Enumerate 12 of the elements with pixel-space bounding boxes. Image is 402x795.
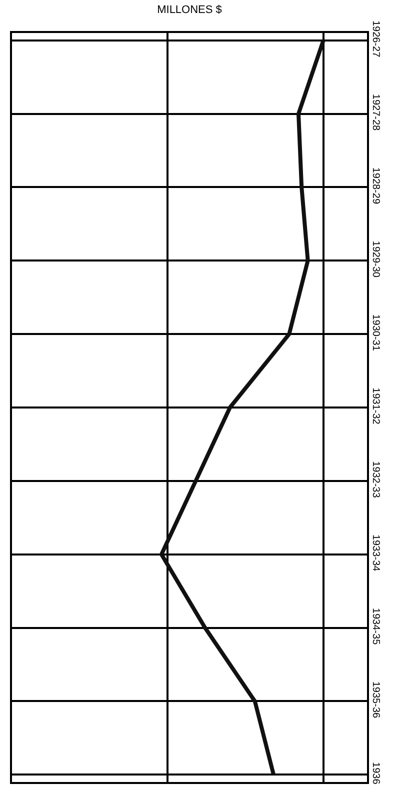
y-tick-label: 1928-29: [370, 167, 381, 204]
y-tick-label: 1927-28: [370, 94, 381, 132]
y-tick-label: 1930-31: [370, 314, 381, 352]
y-tick-label: 1935-36: [370, 681, 381, 719]
y-tick-label: 1929-30: [370, 240, 381, 278]
y-tick-label: 1931-32: [370, 388, 381, 425]
y-tick-label: 1933-34: [370, 534, 381, 572]
y-tick-label: 1934-35: [370, 608, 381, 646]
y-tick-label: 1926-27: [370, 20, 381, 58]
y-tick-label: 1932-33: [370, 461, 381, 498]
y-tick-label: 1936: [370, 762, 381, 785]
x-axis-title: MILLONES $: [157, 4, 222, 16]
